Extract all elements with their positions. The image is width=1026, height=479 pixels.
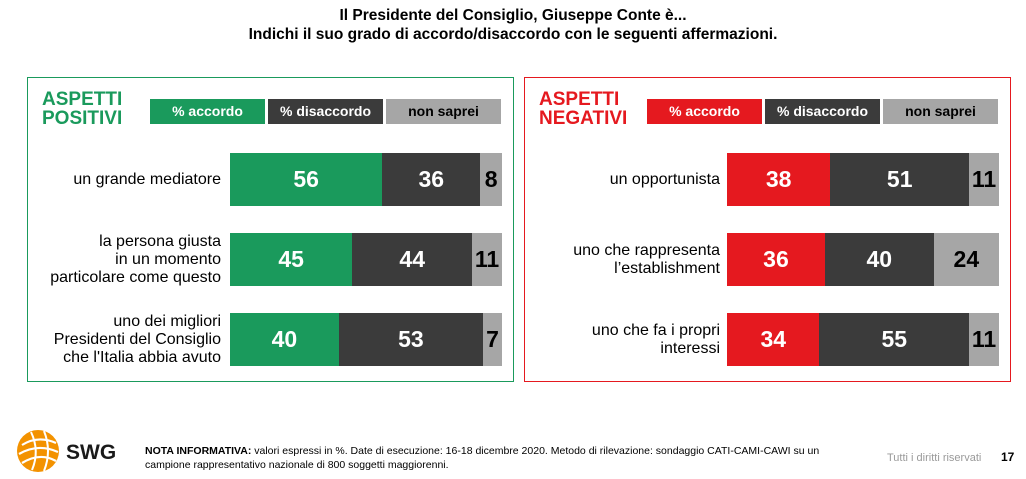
bar-segment-non-saprei: 8 — [480, 153, 502, 206]
stacked-bar: 34 55 11 — [727, 313, 999, 366]
row-label: uno dei migliori Presidenti del Consiglio… — [54, 313, 221, 366]
legend-accordo: % accordo — [647, 99, 762, 124]
row-label-line: uno che rappresenta — [573, 241, 720, 259]
row-label: un opportunista — [610, 153, 720, 206]
row-label: la persona giusta in un momento particolar… — [50, 233, 221, 286]
stacked-bar: 40 53 7 — [230, 313, 502, 366]
bar-segment-disaccordo: 36 — [382, 153, 481, 206]
data-label: 51 — [886, 166, 913, 192]
bar-segment-non-saprei: 7 — [482, 313, 502, 366]
title-line-1: Il Presidente del Consiglio, Giuseppe Co… — [339, 7, 687, 24]
data-label: 45 — [278, 246, 304, 272]
bar-segment-non-saprei: 24 — [933, 233, 999, 286]
informative-note: NOTA INFORMATIVA: valori espressi in %. … — [145, 444, 845, 472]
bar-segment-disaccordo: 53 — [338, 313, 483, 366]
data-label: 11 — [971, 166, 997, 192]
legend-non-saprei-label: non saprei — [408, 103, 479, 119]
legend-disaccordo-label: % disaccordo — [776, 103, 869, 119]
data-label: 7 — [486, 326, 499, 352]
data-label: 36 — [763, 246, 789, 272]
legend-disaccordo-label: % disaccordo — [279, 103, 372, 119]
bar-segment-accordo: 34 — [727, 313, 820, 366]
bar-segment-non-saprei: 11 — [969, 313, 999, 366]
row-label-line: interessi — [660, 339, 720, 357]
data-label: 11 — [971, 326, 997, 352]
bar-segment-accordo: 45 — [230, 233, 353, 286]
row-label-line: un opportunista — [609, 170, 720, 188]
data-label: 56 — [293, 166, 319, 192]
stacked-bar: 56 36 8 — [230, 153, 502, 206]
data-label: 53 — [398, 326, 424, 352]
row-label-line: uno dei migliori — [113, 312, 221, 330]
legend-non-saprei: non saprei — [386, 99, 501, 124]
page-number: 17 — [1001, 450, 1015, 464]
bar-segment-non-saprei: 11 — [472, 233, 502, 286]
data-label: 11 — [474, 246, 500, 272]
legend-accordo-label: % accordo — [669, 103, 740, 119]
brand-name: SWG — [66, 441, 117, 464]
bar-segment-accordo: 38 — [727, 153, 831, 206]
heading-line-1: ASPETTI — [42, 89, 123, 110]
stacked-bar: 36 40 24 — [727, 233, 999, 286]
rights-text: Tutti i diritti riservati — [887, 452, 982, 464]
negative-panel: ASPETTI NEGATIVI % accordo % disaccordo … — [524, 77, 1011, 382]
stacked-bar: 45 44 11 — [230, 233, 502, 286]
data-label: 40 — [271, 326, 298, 352]
legend-disaccordo: % disaccordo — [765, 99, 880, 124]
bar-segment-disaccordo: 51 — [830, 153, 970, 206]
stacked-bar: 38 51 11 — [727, 153, 999, 206]
data-label: 55 — [881, 326, 908, 352]
data-label: 24 — [953, 246, 980, 272]
row-label: uno che rappresenta l’establishment — [573, 233, 720, 286]
data-label: 38 — [765, 166, 792, 192]
row-label-line: la persona giusta — [99, 232, 221, 250]
title-line-2: Indichi il suo grado di accordo/disaccor… — [248, 26, 778, 43]
row-label-line: l’establishment — [614, 259, 720, 277]
bar-segment-disaccordo: 40 — [824, 233, 934, 286]
heading-line-2: POSITIVI — [42, 108, 123, 129]
legend-accordo-label: % accordo — [172, 103, 243, 119]
bar-segment-disaccordo: 44 — [352, 233, 473, 286]
row-label-line: che l'Italia abbia avuto — [63, 348, 221, 366]
legend-accordo: % accordo — [150, 99, 265, 124]
note-label: NOTA INFORMATIVA: — [145, 445, 252, 457]
data-label: 36 — [418, 166, 445, 192]
row-label-line: particolare come questo — [50, 268, 221, 286]
row-label-line: uno che fa i propri — [591, 321, 720, 339]
legend-non-saprei: non saprei — [883, 99, 998, 124]
bar-segment-accordo: 40 — [230, 313, 339, 366]
positive-heading: ASPETTI POSITIVI — [42, 90, 122, 128]
data-label: 40 — [866, 246, 893, 272]
swg-logo-icon — [17, 430, 59, 472]
bar-segment-accordo: 56 — [230, 153, 383, 206]
row-label: un grande mediatore — [73, 153, 221, 206]
heading-line-1: ASPETTI — [539, 89, 620, 110]
data-label: 8 — [484, 166, 498, 192]
row-label: uno che fa i propri interessi — [592, 313, 720, 366]
data-label: 34 — [760, 326, 787, 352]
heading-line-2: NEGATIVI — [539, 108, 628, 129]
chart-title: Il Presidente del Consiglio, Giuseppe Co… — [0, 6, 1026, 44]
data-label: 44 — [399, 246, 426, 272]
bar-segment-non-saprei: 11 — [969, 153, 999, 206]
row-label-line: Presidenti del Consiglio — [53, 330, 221, 348]
row-label-line: in un momento — [115, 250, 221, 268]
negative-heading: ASPETTI NEGATIVI — [539, 90, 627, 128]
bar-segment-accordo: 36 — [727, 233, 825, 286]
row-label-line: un grande mediatore — [73, 170, 221, 188]
legend-disaccordo: % disaccordo — [268, 99, 383, 124]
legend-non-saprei-label: non saprei — [905, 103, 976, 119]
positive-panel: ASPETTI POSITIVI % accordo % disaccordo … — [27, 77, 514, 382]
note-text: valori espressi in %. Date di esecuzione… — [145, 445, 820, 471]
bar-segment-disaccordo: 55 — [819, 313, 970, 366]
